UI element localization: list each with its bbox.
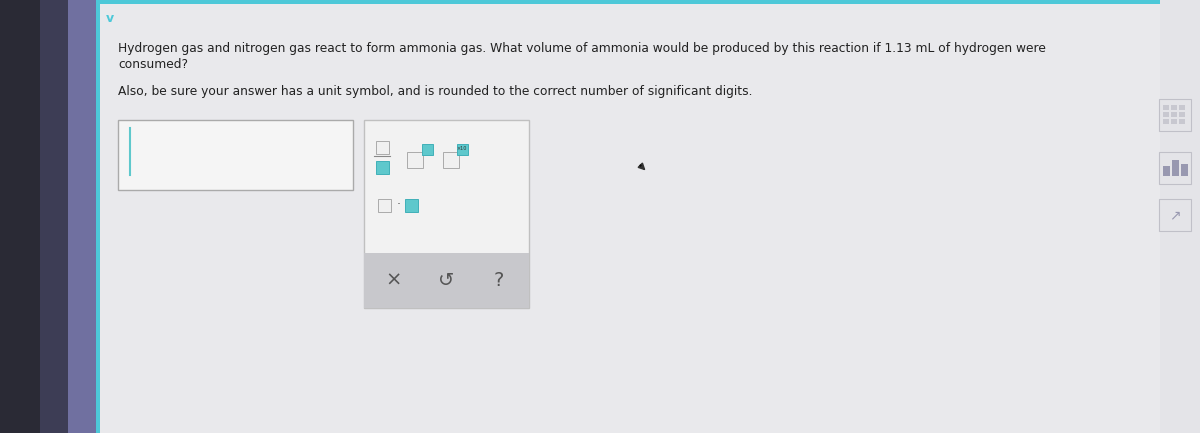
Bar bbox=[96, 0, 100, 433]
Bar bbox=[364, 120, 529, 308]
Text: ·: · bbox=[397, 198, 401, 211]
Bar bbox=[456, 143, 468, 155]
Text: ↺: ↺ bbox=[438, 271, 454, 290]
Bar bbox=[100, 0, 1160, 4]
Bar bbox=[376, 140, 389, 154]
Bar bbox=[407, 152, 424, 168]
Bar bbox=[1171, 119, 1177, 124]
Bar bbox=[1171, 112, 1177, 117]
Text: Also, be sure your answer has a unit symbol, and is rounded to the correct numbe: Also, be sure your answer has a unit sym… bbox=[118, 85, 752, 98]
Bar bbox=[1159, 99, 1190, 131]
Text: ×: × bbox=[386, 271, 402, 290]
Bar bbox=[1159, 152, 1190, 184]
Bar bbox=[421, 143, 432, 155]
Bar bbox=[118, 120, 353, 190]
Bar bbox=[1163, 119, 1169, 124]
Text: Hydrogen gas and nitrogen gas react to form ammonia gas. What volume of ammonia : Hydrogen gas and nitrogen gas react to f… bbox=[118, 42, 1046, 55]
Bar bbox=[1178, 112, 1186, 117]
Bar bbox=[0, 0, 40, 433]
Bar bbox=[378, 198, 390, 211]
Bar bbox=[1178, 119, 1186, 124]
Bar bbox=[364, 253, 529, 308]
Text: consumed?: consumed? bbox=[118, 58, 188, 71]
Bar bbox=[1160, 0, 1200, 433]
Text: ×10: ×10 bbox=[457, 146, 467, 152]
Bar bbox=[1178, 105, 1186, 110]
Text: ↗: ↗ bbox=[1169, 208, 1181, 222]
Bar bbox=[1163, 105, 1169, 110]
Bar bbox=[1163, 166, 1170, 176]
Bar bbox=[376, 161, 389, 174]
Bar bbox=[1159, 199, 1190, 231]
Bar bbox=[1181, 164, 1188, 176]
Bar bbox=[100, 0, 1160, 433]
Bar bbox=[1163, 112, 1169, 117]
Bar bbox=[1172, 160, 1178, 176]
Text: v: v bbox=[106, 12, 114, 25]
Bar bbox=[1171, 105, 1177, 110]
Bar bbox=[68, 0, 96, 433]
Bar bbox=[40, 0, 68, 433]
Bar bbox=[443, 152, 458, 168]
Text: ?: ? bbox=[494, 271, 504, 290]
Bar bbox=[404, 198, 418, 211]
